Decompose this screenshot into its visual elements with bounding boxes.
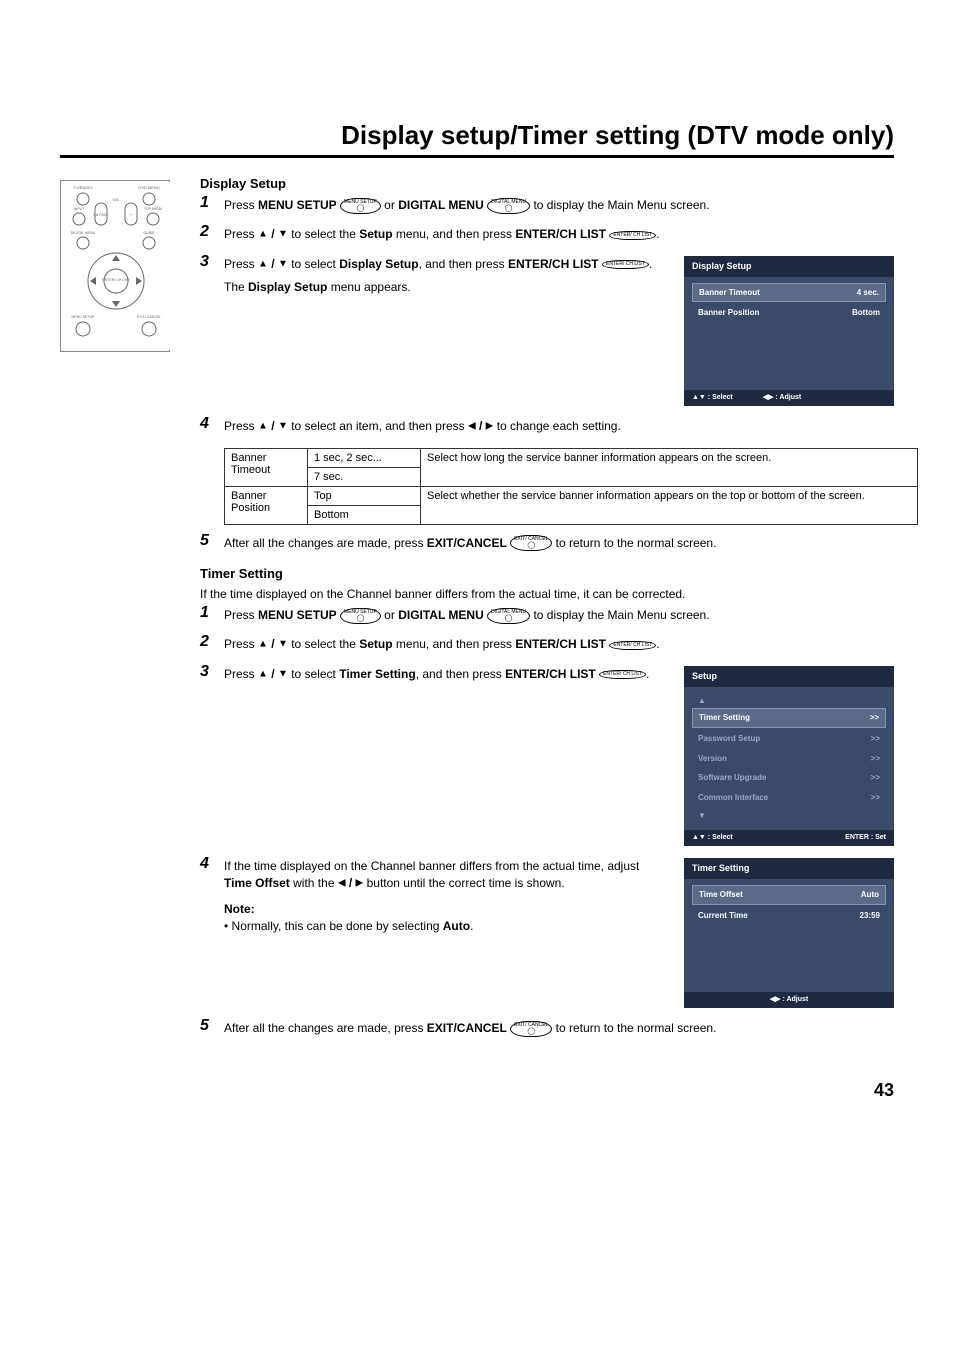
table-row: Banner Timeout 1 sec, 2 sec... Select ho… (225, 448, 918, 467)
svg-text:+: + (130, 213, 132, 217)
osd-scroll-up-icon: ▲ (692, 693, 886, 709)
down-icon: ▼ (278, 258, 288, 269)
enter-icon: ENTER/ CH LIST (609, 641, 656, 650)
step-body: Press ▲ / ▼ to select Display Setup, and… (224, 256, 664, 297)
osd-setup: Setup ▲ Timer Setting>> Password Setup>>… (684, 666, 894, 846)
osd-footer: ◀▶ : Adjust (684, 992, 894, 1008)
svg-text:EXIT/ CANCEL: EXIT/ CANCEL (137, 315, 161, 319)
timer-setting-steps: 1 Press MENU SETUP MENU SETUP◯ or DIGITA… (200, 607, 894, 1038)
table-row: Banner Position Top Select whether the s… (225, 486, 918, 505)
osd-row: Banner Timeout4 sec. (692, 283, 886, 303)
step-body: Press ▲ / ▼ to select Timer Setting, and… (224, 666, 664, 683)
up-icon: ▲ (258, 639, 268, 650)
step-number: 5 (200, 533, 214, 552)
digital-menu-icon: DIGITAL MENU◯ (487, 198, 530, 214)
step-number: 4 (200, 416, 214, 435)
step-body: After all the changes are made, press EX… (224, 1020, 894, 1037)
osd-row: Current Time23:59 (692, 907, 886, 925)
osd-row: Software Upgrade>> (692, 769, 886, 787)
osd-row: Password Setup>> (692, 730, 886, 748)
osd-scroll-down-icon: ▼ (692, 808, 886, 824)
left-icon: ◀ (338, 878, 346, 889)
up-icon: ▲ (258, 421, 268, 432)
svg-text:MENU SETUP: MENU SETUP (72, 315, 96, 319)
osd-title: Setup (684, 666, 894, 687)
osd-row: Banner PositionBottom (692, 304, 886, 322)
options-table: Banner Timeout 1 sec, 2 sec... Select ho… (224, 448, 918, 525)
step-number: 5 (200, 1018, 214, 1037)
svg-text:TOP MENU: TOP MENU (144, 207, 163, 211)
down-icon: ▼ (278, 639, 288, 650)
step-body: Press ▲ / ▼ to select the Setup menu, an… (224, 226, 894, 243)
step-body: Press MENU SETUP MENU SETUP◯ or DIGITAL … (224, 607, 894, 624)
osd-display-setup: Display Setup Banner Timeout4 sec. Banne… (684, 256, 894, 406)
right-icon: ▶ (356, 878, 364, 889)
osd-row: Version>> (692, 750, 886, 768)
svg-text:INPUT: INPUT (74, 207, 85, 211)
timer-intro: If the time displayed on the Channel ban… (200, 587, 894, 601)
enter-icon: ENTER/ CH LIST (602, 260, 649, 269)
svg-text:TV/RADIO: TV/RADIO (74, 185, 93, 190)
step-number: 2 (200, 224, 214, 243)
svg-text:VOL: VOL (112, 198, 119, 202)
display-setup-heading: Display Setup (200, 176, 894, 191)
title-rule (60, 155, 894, 158)
osd-timer-setting: Timer Setting Time OffsetAuto Current Ti… (684, 858, 894, 1008)
svg-text:DVD MENU: DVD MENU (138, 185, 159, 190)
down-icon: ▼ (278, 668, 288, 679)
enter-icon: ENTER/ CH LIST (609, 231, 656, 240)
left-icon: ◀ (468, 421, 476, 432)
step-body: After all the changes are made, press EX… (224, 535, 894, 552)
display-setup-steps-cont: 5 After all the changes are made, press … (200, 535, 894, 552)
osd-footer: ▲▼ : Select◀▶ : Adjust (684, 390, 894, 406)
menu-setup-icon: MENU SETUP◯ (340, 608, 381, 624)
up-icon: ▲ (258, 668, 268, 679)
enter-icon: ENTER/ CH LIST (599, 670, 646, 679)
display-setup-steps: 1 Press MENU SETUP MENU SETUP◯ or DIGITA… (200, 197, 894, 436)
step-body: Press ▲ / ▼ to select an item, and then … (224, 418, 894, 435)
down-icon: ▼ (278, 421, 288, 432)
exit-icon: EXIT/ CANCEL◯ (510, 535, 552, 551)
osd-row: Time OffsetAuto (692, 885, 886, 905)
step-number: 1 (200, 195, 214, 214)
down-icon: ▼ (278, 229, 288, 240)
svg-text:CH PAGE: CH PAGE (93, 213, 109, 217)
note-body: • Normally, this can be done by selectin… (224, 918, 664, 935)
exit-icon: EXIT/ CANCEL◯ (510, 1021, 552, 1037)
osd-row: Common Interface>> (692, 789, 886, 807)
svg-text:DIGITAL MENU: DIGITAL MENU (71, 231, 96, 235)
menu-setup-icon: MENU SETUP◯ (340, 198, 381, 214)
step-number: 3 (200, 254, 214, 406)
osd-row: Timer Setting>> (692, 708, 886, 728)
up-icon: ▲ (258, 229, 268, 240)
svg-text:GUIDE: GUIDE (143, 231, 155, 235)
step-body: Press ▲ / ▼ to select the Setup menu, an… (224, 636, 894, 653)
step-number: 2 (200, 634, 214, 653)
timer-setting-heading: Timer Setting (200, 566, 894, 581)
step-number: 3 (200, 664, 214, 846)
step-body: Press MENU SETUP MENU SETUP◯ or DIGITAL … (224, 197, 894, 214)
osd-footer: ▲▼ : SelectENTER : Set (684, 830, 894, 846)
osd-title: Timer Setting (684, 858, 894, 879)
osd-title: Display Setup (684, 256, 894, 277)
step-body: If the time displayed on the Channel ban… (224, 858, 664, 936)
svg-text:ENTER/ CH LIST: ENTER/ CH LIST (102, 278, 130, 282)
step-number: 1 (200, 605, 214, 624)
step-number: 4 (200, 856, 214, 1008)
page-title: Display setup/Timer setting (DTV mode on… (60, 120, 894, 151)
up-icon: ▲ (258, 258, 268, 269)
right-icon: ▶ (486, 421, 494, 432)
page-number: 43 (60, 1080, 894, 1101)
remote-diagram: TV/RADIO DVD MENU CH PAGE + VOL INPUT TO… (60, 180, 170, 352)
digital-menu-icon: DIGITAL MENU◯ (487, 608, 530, 624)
note-heading: Note: (224, 901, 664, 918)
